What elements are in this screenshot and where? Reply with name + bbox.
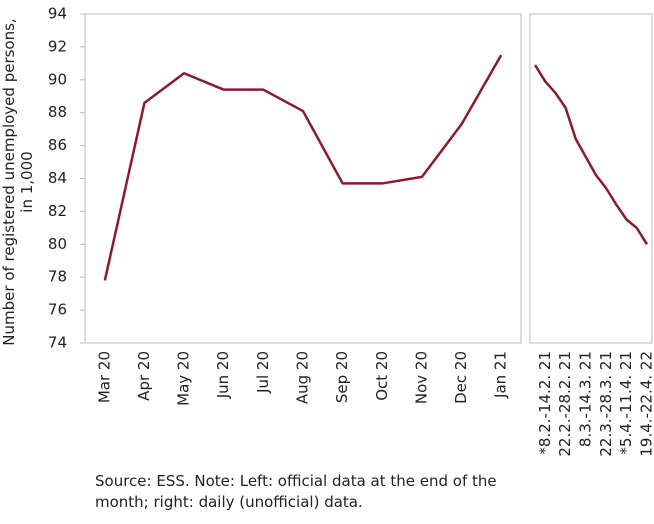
y-tick-label: 74 <box>48 334 67 352</box>
x-tick-label: Dec 20 <box>452 351 470 404</box>
x-tick-label: Mar 20 <box>95 351 113 403</box>
y-tick-label: 84 <box>48 169 67 187</box>
y-tick-label: 86 <box>48 136 67 154</box>
data-line <box>103 54 503 281</box>
x-tick-label: Jun 20 <box>214 351 232 399</box>
data-line <box>534 64 648 245</box>
x-tick-label: 19.4.-22.4. 22 <box>637 351 654 457</box>
y-axis-label: Number of registered unemployed persons,… <box>0 18 36 346</box>
y-tick-label: 88 <box>48 103 67 121</box>
y-tick-label: 90 <box>48 70 67 88</box>
y-tick-label: 92 <box>48 37 67 55</box>
plot-frame <box>84 13 522 344</box>
x-tick-label: Nov 20 <box>412 351 430 404</box>
y-tick-label: 76 <box>48 301 67 319</box>
x-tick-label: Jan 21 <box>492 351 510 399</box>
y-tick-label: 78 <box>48 268 67 286</box>
x-tick-label: *8.2.-14.2. 21 <box>536 351 554 455</box>
x-tick-label: Jul 20 <box>254 351 272 394</box>
note: Source: ESS. Note: Left: official data a… <box>95 472 497 511</box>
x-tick-label: Sep 20 <box>333 351 351 403</box>
y-tick-label: 82 <box>48 202 67 220</box>
x-tick-label: Apr 20 <box>135 351 153 401</box>
y-tick-label: 94 <box>48 5 67 23</box>
x-tick-label: 8.3.-14.3. 21 <box>576 351 594 447</box>
x-tick-label: 22.2.-28.2. 21 <box>556 351 574 457</box>
x-tick-label: May 20 <box>175 351 193 406</box>
plot-frame <box>529 13 653 344</box>
x-tick-label: Oct 20 <box>373 351 391 401</box>
y-tick-label: 80 <box>48 235 67 253</box>
x-tick-label: *5.4.-11.4. 21 <box>617 351 635 455</box>
x-tick-label: Aug 20 <box>294 351 312 404</box>
x-tick-label: 22.3.-28.3. 21 <box>597 351 615 457</box>
